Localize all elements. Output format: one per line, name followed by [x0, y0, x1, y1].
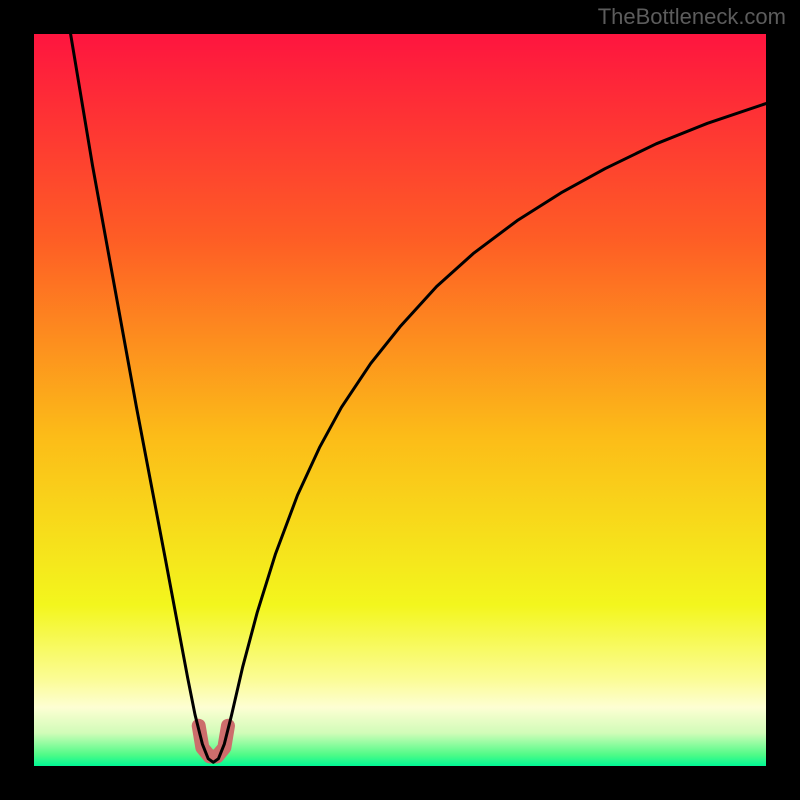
watermark-text: TheBottleneck.com: [598, 4, 786, 30]
chart-container: TheBottleneck.com: [0, 0, 800, 800]
bottleneck-curve-chart: [0, 0, 800, 800]
